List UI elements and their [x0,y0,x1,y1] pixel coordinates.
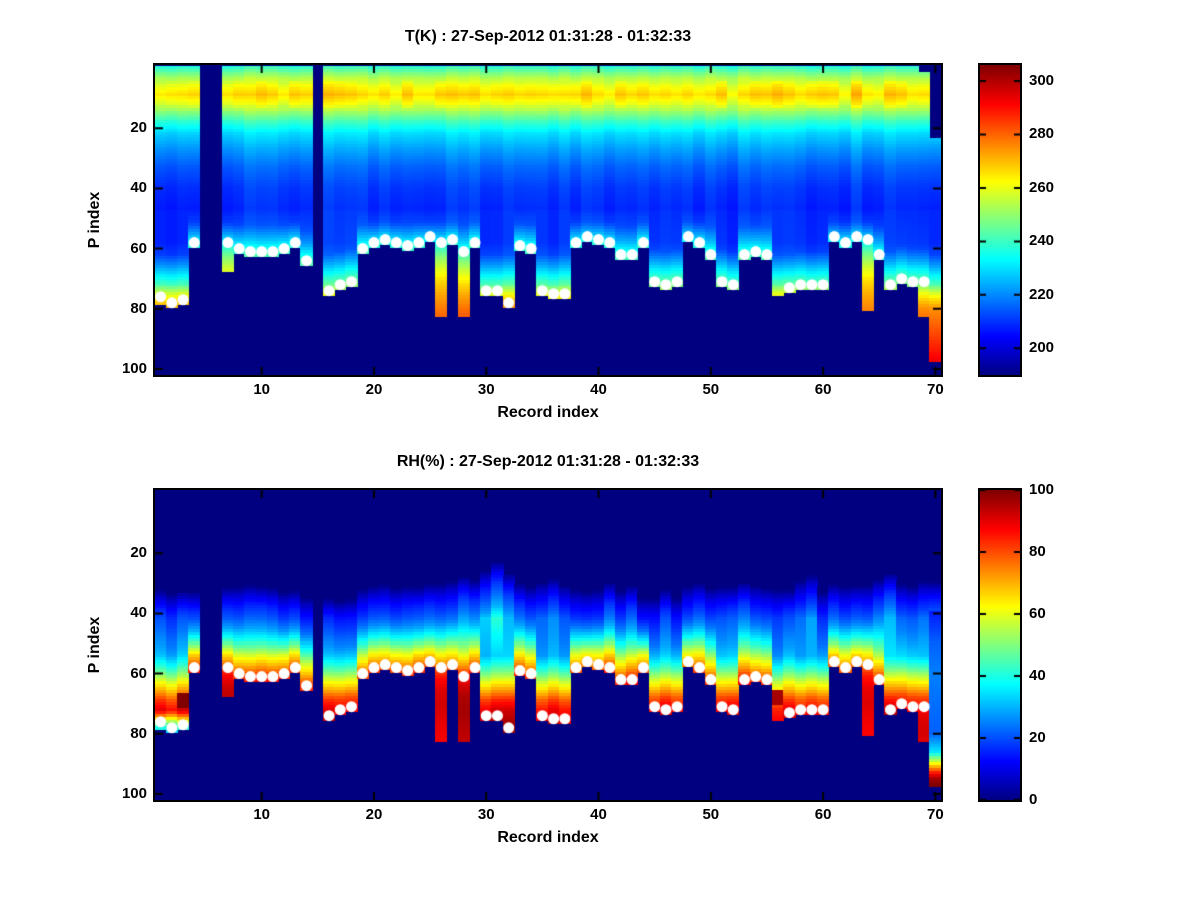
chart-title: RH(%) : 27-Sep-2012 01:31:28 - 01:32:33 [396,453,700,470]
humidity-colorbar-canvas [980,490,1020,800]
chart-title: T(K) : 27-Sep-2012 01:31:28 - 01:32:33 [404,28,692,45]
y-tick-label: 40 [130,604,147,622]
x-tick-label: 20 [365,381,383,398]
colorbar-tick-label: 300 [1029,72,1055,90]
y-tick-label: 40 [130,179,147,197]
y-tick-label: 80 [130,724,147,742]
y-axis-label: P index [86,191,103,249]
colorbar-tick-label: 240 [1029,232,1055,250]
y-axis-label-wrap: P index [60,140,103,300]
colorbar-tick-label: 60 [1029,605,1046,622]
colorbar-tick-label: 220 [1029,285,1055,303]
colorbar-tick-label: 280 [1029,125,1055,143]
y-tick-label: 20 [130,544,147,562]
x-tick-label: 40 [590,806,607,823]
colorbar-tick-label: 80 [1029,543,1046,560]
y-tick-label: 60 [130,239,147,257]
colorbar-tick-label: 40 [1029,667,1046,684]
plot-area [153,63,943,377]
x-tick-label: 40 [590,381,607,398]
x-tick-label: 10 [253,806,270,823]
temperature-heatmap-canvas [155,65,941,375]
colorbar-tick-label: 0 [1029,791,1038,808]
colorbar-tick-label: 200 [1029,339,1055,357]
y-axis-label-wrap: P index [60,565,103,725]
x-tick-label: 70 [927,381,944,398]
colorbar-tick-label: 20 [1029,729,1046,746]
temperature-chart: T(K) : 27-Sep-2012 01:31:28 - 01:32:33 P… [0,0,1200,425]
x-tick-label: 50 [702,806,720,823]
y-tick-label: 100 [121,784,147,802]
y-axis-label: P index [86,616,103,674]
x-tick-label: 70 [927,806,944,823]
x-tick-label: 60 [814,806,832,823]
y-tick-label: 60 [130,664,147,682]
y-tick-label: 80 [130,299,147,317]
x-tick-label: 30 [477,806,495,823]
y-tick-label: 20 [130,119,147,137]
temperature-colorbar-canvas [980,65,1020,375]
x-tick-label: 20 [365,806,383,823]
x-tick-label: 50 [702,381,720,398]
x-tick-label: 10 [253,381,270,398]
x-tick-label: 60 [814,381,832,398]
humidity-chart: RH(%) : 27-Sep-2012 01:31:28 - 01:32:33 … [0,425,1200,850]
temperature-colorbar [978,63,1022,377]
x-tick-label: 30 [477,381,495,398]
x-axis-label: Record index [497,404,599,421]
humidity-heatmap-canvas [155,490,941,800]
colorbar-tick-label: 100 [1029,481,1055,498]
colorbar-tick-label: 260 [1029,178,1055,196]
plot-area [153,488,943,802]
humidity-colorbar [978,488,1022,802]
y-tick-label: 100 [121,359,147,377]
x-axis-label: Record index [497,829,599,846]
